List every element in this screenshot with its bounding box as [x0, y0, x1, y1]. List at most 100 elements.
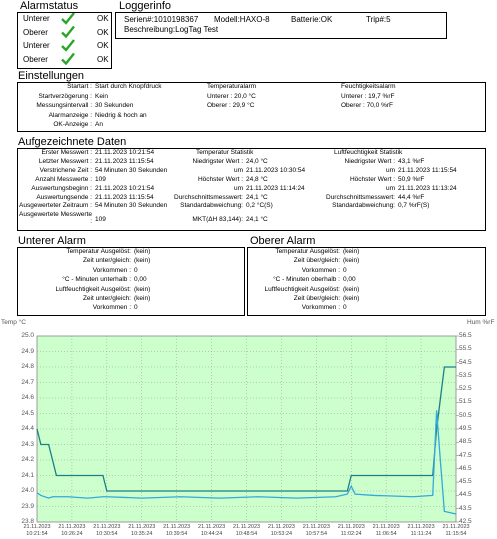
alarm-label: Luftfeuchtigkeit Ausgelöst:: [55, 285, 131, 293]
data-value: 21.11.2023 10:21:54: [95, 184, 155, 192]
data-label: Erster Messwert :: [41, 149, 92, 156]
setting-value: Oberer : 70,0 %rF: [341, 102, 394, 109]
y-tick-label: 24.2: [21, 456, 34, 463]
alarm-label: Zeit über/gleich:: [293, 257, 340, 265]
y-tick-label: 24.6: [21, 394, 34, 401]
setting-label: Messungsintervall :: [36, 102, 92, 109]
data-label: Auswertungsbeginn :: [31, 184, 92, 192]
x-tick-label: 21.11.2023 10:26:24: [58, 524, 86, 537]
stat-label: Niedrigster Wert :: [192, 157, 243, 165]
y-axis-title: Temp °C: [1, 319, 26, 326]
section-box: [115, 12, 447, 39]
stat-value: 21.11.2023 11:14:24: [246, 184, 305, 192]
alarm-value: (kein): [343, 295, 360, 302]
stat-value: 24,0 °C: [246, 157, 268, 165]
alarm-label: Zeit über/gleich:: [293, 295, 340, 302]
x-tick-label: 21.11.2023 11:06:54: [372, 524, 400, 537]
alarm-value: (kein): [134, 295, 151, 302]
setting-value: Niedrig & hoch an: [95, 111, 147, 119]
stat-label: Durchschnittsmesswert:: [174, 193, 243, 201]
alarm-value: (kein): [343, 248, 360, 255]
setting-value: An: [95, 121, 103, 128]
stat-value: 24,8 °C: [246, 175, 268, 183]
stat-label: Standardabweichung:: [332, 202, 395, 210]
alarm-label: Zeit unter/gleich:: [82, 257, 131, 265]
setting-label: Startart :: [67, 83, 92, 90]
section-title: Aufgezeichnete Daten: [18, 136, 127, 148]
alarm-label: °C - Minuten unterhalb :: [62, 276, 131, 284]
alarm-value: (kein): [343, 257, 360, 265]
alarm-label: Unterer: [23, 41, 50, 50]
alarm-label: Temperatur Ausgelöst:: [275, 248, 340, 255]
section-box: [17, 82, 486, 132]
data-label: Anzahl Messwerte :: [35, 175, 92, 183]
y2-tick-label: 46.5: [459, 464, 472, 472]
y2-axis-title: Hum %rF: [467, 319, 495, 326]
series-line: [36, 410, 457, 515]
y2-tick-label: 49.5: [459, 425, 472, 432]
check-icon: [61, 39, 75, 52]
alarm-value: 0,00: [134, 276, 147, 284]
section-title: Alarmstatus: [20, 0, 79, 12]
x-tick-label: 21.11.2023 10:48:54: [232, 524, 261, 537]
alarm-value: 0: [134, 304, 138, 312]
battery: Batterie:OK: [291, 15, 333, 24]
setting-value: Oberer : 29,9 °C: [207, 102, 255, 109]
setting-value: Unterer : 20,0 °C: [207, 92, 256, 100]
stat-label: MKT(ΔH 83,144):: [192, 215, 243, 223]
y2-tick-label: 47.5: [459, 451, 472, 459]
alarm-status: OK: [97, 14, 109, 23]
section-box: [17, 148, 486, 231]
section-box: [17, 247, 245, 316]
stat-value: 0,2 °C(S): [246, 202, 273, 210]
stat-label: Durchschnittsmesswert:: [326, 193, 395, 201]
section-title: Loggerinfo: [119, 0, 171, 12]
alarm-label: Vorkommen :: [92, 304, 131, 312]
y-tick-label: 24.9: [21, 347, 34, 355]
stat-value: 43,1 %rF: [398, 157, 425, 165]
data-label: Ausgewerteter Zeitraum :: [19, 202, 92, 210]
x-tick-label: 21.11.2023 10:57:54: [302, 524, 330, 537]
stat-value: 21.11.2023 11:15:54: [398, 166, 457, 174]
stat-label: Niedrigster Wert :: [344, 157, 395, 165]
alarm-label: Oberer: [23, 54, 48, 64]
y-tick-label: 24.4: [21, 425, 34, 432]
description: Beschreibung:LogTag Test: [124, 25, 219, 34]
alarm-value: (kein): [134, 257, 151, 265]
y2-tick-label: 48.5: [459, 438, 472, 446]
y2-tick-label: 44.5: [459, 491, 472, 499]
stat-label: Höchster Wert :: [197, 175, 243, 183]
y-tick-label: 24.1: [21, 471, 34, 479]
setting-value: 30 Sekunden: [95, 102, 134, 109]
alarm-value: 0: [134, 266, 138, 274]
alarm-label: Vorkommen :: [92, 266, 131, 274]
alarm-status: OK: [97, 27, 109, 37]
x-tick-label: 21.11.2023 10:39:54: [163, 524, 191, 537]
y2-tick-label: 45.5: [459, 478, 472, 486]
x-tick-label: 21.11.2023 11:15:54: [442, 524, 470, 537]
column-header: Temperaturalarm: [207, 83, 257, 90]
alarm-value: 0,00: [343, 276, 356, 284]
data-label: Verstrichene Zeit :: [39, 166, 92, 174]
data-value: 109: [95, 175, 106, 183]
serial: Serien#:1010198367: [124, 15, 199, 24]
check-icon: [61, 52, 75, 66]
data-label: Auswertungsende :: [36, 193, 92, 201]
data-value: 21.11.2023 10:21:54: [95, 149, 155, 156]
alarm-value: 0: [343, 304, 347, 312]
x-tick-label: 21.11.2023 10:21:54: [23, 524, 51, 537]
check-icon: [61, 25, 75, 39]
alarm-value: (kein): [134, 285, 151, 293]
y2-tick-label: 56.5: [459, 332, 472, 339]
section-title: Unterer Alarm: [18, 235, 86, 247]
alarm-value: 0: [343, 266, 347, 274]
y-tick-label: 24.7: [21, 378, 34, 386]
y-tick-label: 24.5: [21, 409, 34, 417]
stat-label: Höchster Wert :: [349, 175, 395, 183]
setting-label: Alarmanzeige :: [48, 111, 92, 119]
data-label: Ausgewertete Messwerte :: [19, 211, 92, 226]
alarm-label: Unterer: [23, 14, 50, 23]
series-line: [36, 366, 456, 492]
